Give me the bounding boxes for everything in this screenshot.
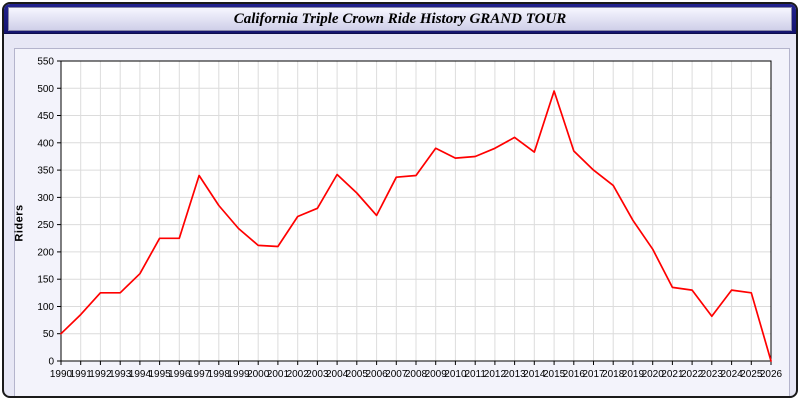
svg-text:2002: 2002 <box>287 369 310 380</box>
svg-text:2012: 2012 <box>484 369 507 380</box>
svg-text:2011: 2011 <box>464 369 486 380</box>
svg-text:50: 50 <box>43 329 55 340</box>
svg-text:2003: 2003 <box>306 369 329 380</box>
svg-text:2026: 2026 <box>760 369 783 380</box>
window-title-panel: California Triple Crown Ride History GRA… <box>8 7 792 31</box>
svg-text:2009: 2009 <box>425 369 448 380</box>
page-title: California Triple Crown Ride History GRA… <box>233 10 567 27</box>
svg-text:2022: 2022 <box>681 369 704 380</box>
svg-text:1993: 1993 <box>109 369 132 380</box>
svg-text:2019: 2019 <box>622 369 645 380</box>
svg-text:0: 0 <box>48 357 54 368</box>
svg-text:1995: 1995 <box>148 369 171 380</box>
svg-text:350: 350 <box>37 166 54 177</box>
y-axis-label: Riders <box>13 203 26 242</box>
svg-text:1991: 1991 <box>70 369 93 380</box>
svg-text:550: 550 <box>37 57 54 68</box>
svg-text:2006: 2006 <box>365 369 388 380</box>
svg-text:2023: 2023 <box>701 369 724 380</box>
svg-text:300: 300 <box>37 193 54 204</box>
svg-text:500: 500 <box>37 84 54 95</box>
svg-text:2013: 2013 <box>503 369 526 380</box>
svg-text:2021: 2021 <box>661 369 684 380</box>
svg-text:1990: 1990 <box>50 369 73 380</box>
svg-text:1999: 1999 <box>227 369 250 380</box>
svg-text:2018: 2018 <box>602 369 625 380</box>
window-titlebar: California Triple Crown Ride History GRA… <box>4 4 796 34</box>
svg-text:150: 150 <box>37 275 54 286</box>
svg-text:2010: 2010 <box>444 369 467 380</box>
svg-text:1997: 1997 <box>188 369 211 380</box>
svg-text:1994: 1994 <box>129 369 152 380</box>
svg-text:2025: 2025 <box>740 369 763 380</box>
svg-text:450: 450 <box>37 111 54 122</box>
svg-text:2015: 2015 <box>543 369 566 380</box>
svg-text:2004: 2004 <box>326 369 349 380</box>
svg-text:2000: 2000 <box>247 369 270 380</box>
svg-text:1996: 1996 <box>168 369 191 380</box>
svg-text:400: 400 <box>37 138 54 149</box>
svg-text:2007: 2007 <box>385 369 408 380</box>
svg-text:2008: 2008 <box>405 369 428 380</box>
svg-text:2024: 2024 <box>720 369 743 380</box>
svg-text:2016: 2016 <box>563 369 586 380</box>
svg-text:2001: 2001 <box>267 369 290 380</box>
svg-text:250: 250 <box>37 220 54 231</box>
svg-text:2017: 2017 <box>582 369 605 380</box>
chart-canvas: 1990199119921993199419951996199719981999… <box>37 57 783 381</box>
chart-figure: Riders 1990 1991 1992 1993 1994 1995 1996 1997 1… <box>13 48 790 396</box>
svg-text:2014: 2014 <box>523 369 546 380</box>
svg-text:1998: 1998 <box>208 369 231 380</box>
svg-text:2020: 2020 <box>642 369 665 380</box>
svg-text:2005: 2005 <box>346 369 369 380</box>
svg-text:1992: 1992 <box>89 369 112 380</box>
svg-text:100: 100 <box>37 302 54 313</box>
svg-text:200: 200 <box>37 247 54 258</box>
